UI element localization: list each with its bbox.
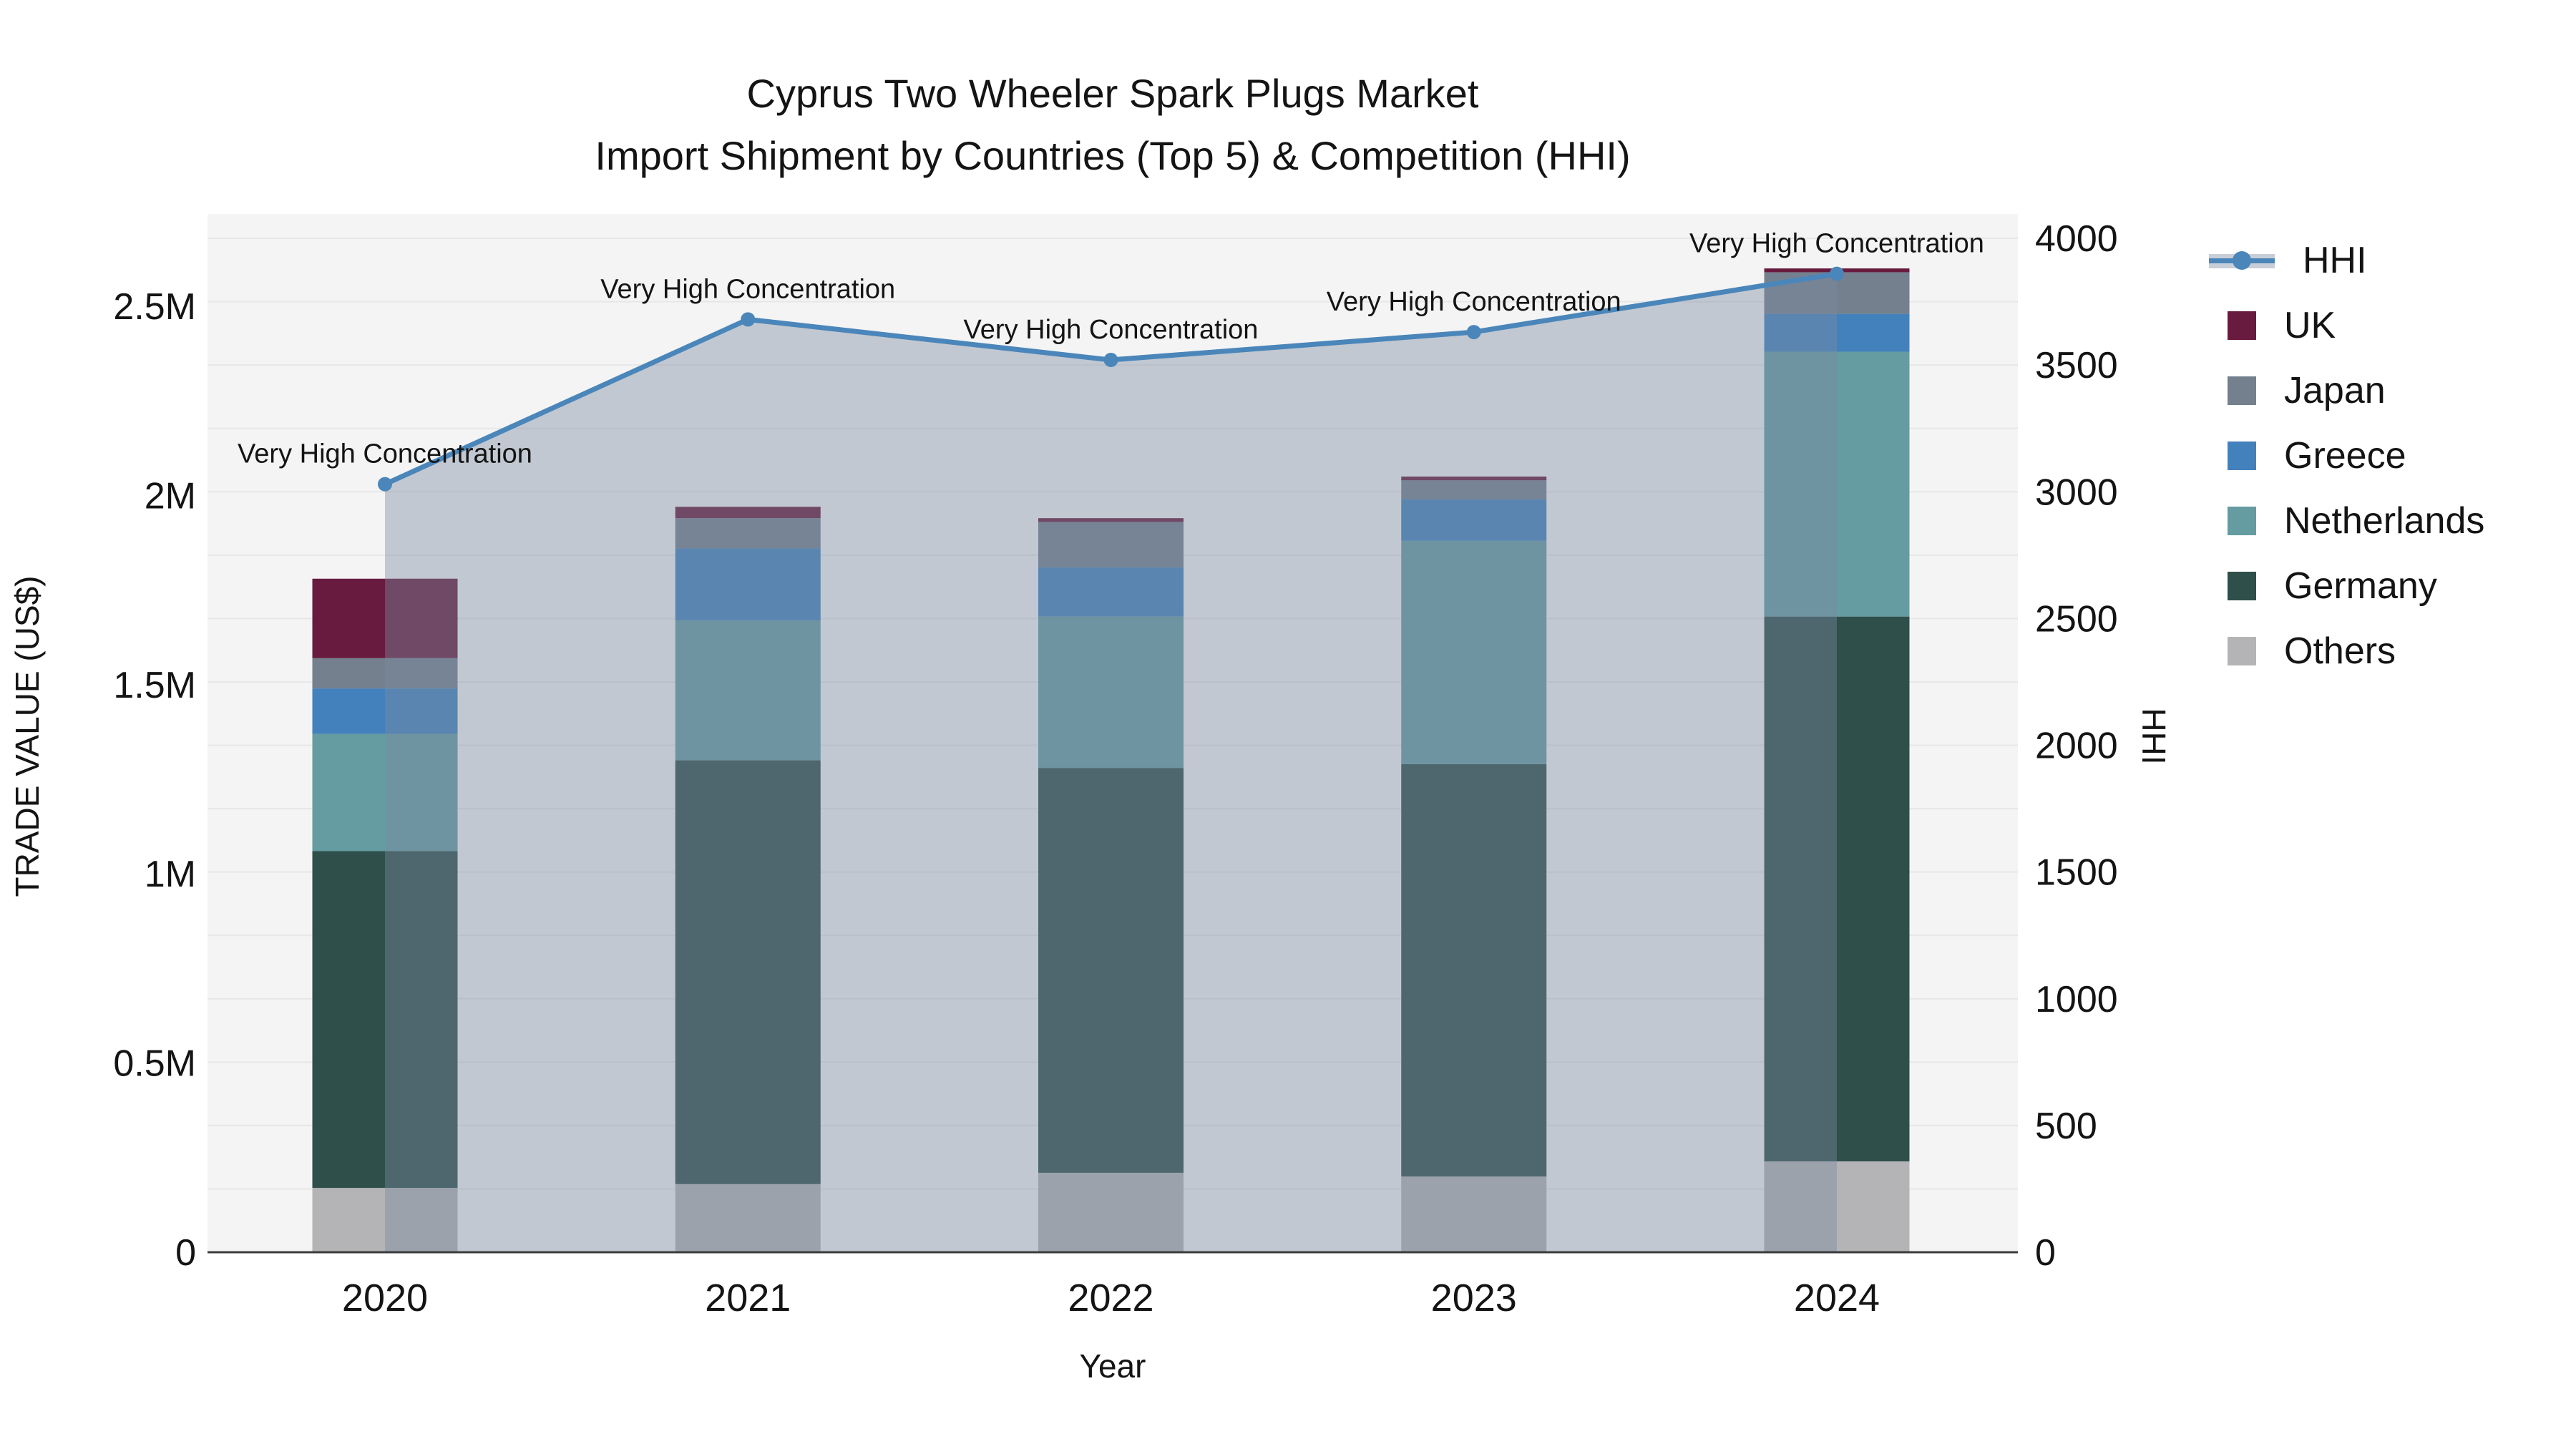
y-right-tick: 0 bbox=[2035, 1232, 2056, 1274]
x-tick-2022: 2022 bbox=[1068, 1277, 1153, 1319]
y-right-tick: 1000 bbox=[2035, 979, 2118, 1020]
hhi-point-2024[interactable] bbox=[1830, 266, 1844, 281]
x-tick-2021: 2021 bbox=[705, 1277, 791, 1319]
bar-segment-japan-2022[interactable] bbox=[1038, 522, 1184, 567]
legend-item-hhi[interactable]: HHI bbox=[2209, 240, 2367, 281]
bar-segment-greece-2021[interactable] bbox=[675, 548, 821, 620]
bar-segment-netherlands-2023[interactable] bbox=[1401, 540, 1547, 764]
y-right-tick: 500 bbox=[2035, 1106, 2097, 1147]
others-swatch-icon bbox=[2228, 637, 2256, 665]
bar-segment-greece-2022[interactable] bbox=[1038, 567, 1184, 617]
bar-segment-netherlands-2020[interactable] bbox=[312, 733, 458, 852]
bar-segment-others-2022[interactable] bbox=[1038, 1172, 1184, 1252]
legend-item-uk[interactable]: UK bbox=[2209, 305, 2336, 346]
y-right-tick: 3500 bbox=[2035, 345, 2118, 386]
bar-segment-germany-2023[interactable] bbox=[1401, 763, 1547, 1177]
y-right-tick: 1500 bbox=[2035, 852, 2118, 894]
y-right-tick: 2000 bbox=[2035, 726, 2118, 767]
bar-segment-germany-2020[interactable] bbox=[312, 851, 458, 1189]
bar-segment-greece-2020[interactable] bbox=[312, 688, 458, 734]
bar-segment-others-2020[interactable] bbox=[312, 1188, 458, 1252]
y-right-tick: 2500 bbox=[2035, 598, 2118, 640]
bar-segment-japan-2020[interactable] bbox=[312, 658, 458, 689]
legend-label: HHI bbox=[2303, 240, 2367, 281]
bar-segment-netherlands-2021[interactable] bbox=[675, 620, 821, 761]
hhi-area-fill bbox=[385, 273, 1837, 1252]
x-axis-title: Year bbox=[1079, 1347, 1146, 1385]
legend-label: UK bbox=[2284, 305, 2336, 346]
legend-label: Greece bbox=[2284, 435, 2406, 477]
y-right-tick: 3000 bbox=[2035, 472, 2118, 513]
bar-segment-uk-2021[interactable] bbox=[675, 507, 821, 519]
y-left-tick: 2.5M bbox=[113, 286, 196, 328]
legend-label: Netherlands bbox=[2284, 500, 2485, 542]
bar-segment-others-2023[interactable] bbox=[1401, 1176, 1547, 1252]
annotation-2021: Very High Concentration bbox=[600, 274, 895, 304]
bar-segment-germany-2022[interactable] bbox=[1038, 768, 1184, 1173]
bar-segment-netherlands-2022[interactable] bbox=[1038, 616, 1184, 769]
y-axis-left-title: TRADE VALUE (US$) bbox=[9, 575, 46, 897]
netherlands-swatch-icon bbox=[2228, 507, 2256, 535]
legend-label: Germany bbox=[2284, 565, 2437, 607]
annotation-2024: Very High Concentration bbox=[1689, 229, 1984, 259]
hhi-point-2023[interactable] bbox=[1466, 325, 1481, 340]
y-axis-right-title: HHI bbox=[2135, 708, 2172, 765]
hhi-marker-dot bbox=[2233, 251, 2251, 270]
y-left-tick: 0 bbox=[175, 1232, 196, 1274]
x-tick-2020: 2020 bbox=[342, 1277, 428, 1319]
y-left-tick: 1M bbox=[145, 854, 196, 895]
x-tick-2023: 2023 bbox=[1431, 1277, 1517, 1319]
bar-segment-uk-2020[interactable] bbox=[312, 578, 458, 658]
y-left-tick: 1.5M bbox=[113, 665, 196, 706]
uk-swatch-icon bbox=[2228, 311, 2256, 340]
legend-label: Japan bbox=[2284, 370, 2386, 411]
bar-segment-uk-2023[interactable] bbox=[1401, 476, 1547, 481]
legend-item-netherlands[interactable]: Netherlands bbox=[2209, 500, 2485, 542]
legend-item-greece[interactable]: Greece bbox=[2209, 435, 2406, 477]
hhi-point-2022[interactable] bbox=[1103, 353, 1118, 368]
bar-segment-uk-2022[interactable] bbox=[1038, 518, 1184, 522]
y-left-tick: 0.5M bbox=[113, 1043, 196, 1085]
x-tick-2024: 2024 bbox=[1794, 1277, 1880, 1319]
bar-segment-others-2021[interactable] bbox=[675, 1184, 821, 1252]
germany-swatch-icon bbox=[2228, 572, 2256, 600]
legend-item-germany[interactable]: Germany bbox=[2209, 565, 2437, 607]
hhi-line-swatch-icon bbox=[2209, 246, 2275, 275]
bar-segment-greece-2023[interactable] bbox=[1401, 499, 1547, 541]
legend-item-others[interactable]: Others bbox=[2209, 630, 2396, 672]
greece-swatch-icon bbox=[2228, 441, 2256, 470]
bar-segment-germany-2021[interactable] bbox=[675, 760, 821, 1184]
bar-segment-netherlands-2024[interactable] bbox=[1764, 351, 1910, 617]
legend-label: Others bbox=[2284, 630, 2396, 672]
bar-segment-greece-2024[interactable] bbox=[1764, 313, 1910, 352]
bar-segment-japan-2023[interactable] bbox=[1401, 480, 1547, 499]
y-right-tick: 4000 bbox=[2035, 218, 2118, 260]
bar-segment-japan-2021[interactable] bbox=[675, 518, 821, 549]
y-left-tick: 2M bbox=[145, 475, 196, 517]
chart-title-line2: Import Shipment by Countries (Top 5) & C… bbox=[595, 132, 1631, 178]
annotation-2020: Very High Concentration bbox=[238, 439, 532, 469]
chart-title: Cyprus Two Wheeler Spark Plugs Market Im… bbox=[0, 63, 2225, 187]
legend-item-japan[interactable]: Japan bbox=[2209, 370, 2386, 411]
annotation-2023: Very High Concentration bbox=[1327, 287, 1621, 317]
bar-segment-others-2024[interactable] bbox=[1764, 1161, 1910, 1252]
hhi-point-2020[interactable] bbox=[378, 477, 392, 492]
chart-title-line1: Cyprus Two Wheeler Spark Plugs Market bbox=[746, 71, 1479, 116]
annotation-2022: Very High Concentration bbox=[964, 315, 1259, 345]
japan-swatch-icon bbox=[2228, 376, 2256, 405]
bar-segment-germany-2024[interactable] bbox=[1764, 616, 1910, 1162]
hhi-point-2021[interactable] bbox=[741, 312, 756, 327]
